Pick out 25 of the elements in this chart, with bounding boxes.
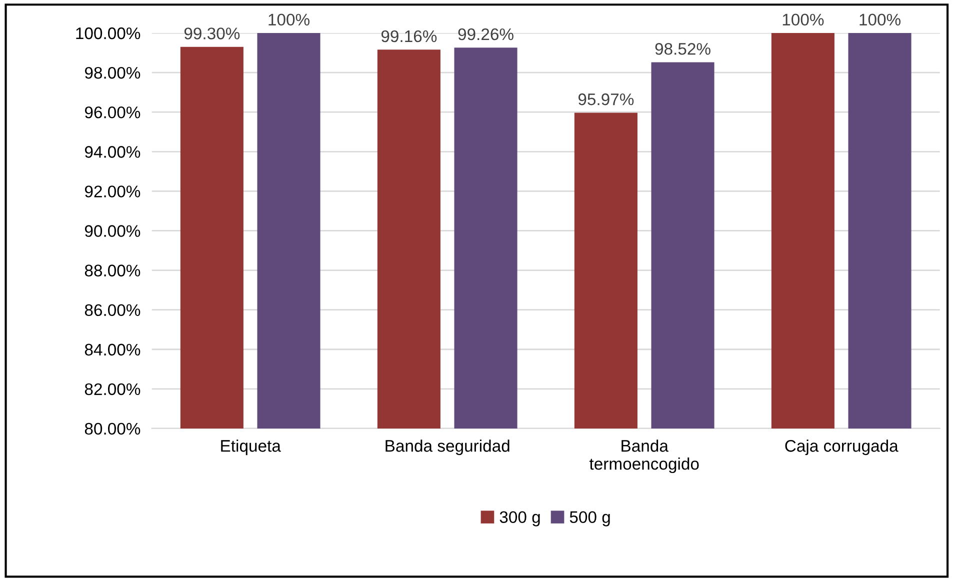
data-label: 99.26% bbox=[458, 28, 514, 40]
x-tick-label: Caja corrugada bbox=[785, 440, 898, 456]
y-tick-label: 82.00% bbox=[84, 383, 140, 396]
y-tick-label: 96.00% bbox=[84, 106, 140, 118]
data-label: 98.52% bbox=[655, 43, 710, 55]
data-label: 99.30% bbox=[184, 28, 240, 40]
y-tick-label: 84.00% bbox=[84, 344, 140, 356]
legend-label: 300 g bbox=[500, 511, 540, 526]
y-tick-label: 90.00% bbox=[84, 225, 140, 237]
x-tick-label: Banda termoencogido bbox=[589, 440, 699, 474]
data-label: 95.97% bbox=[578, 93, 634, 106]
x-tick-label: Banda seguridad bbox=[386, 440, 510, 456]
y-tick-label: 80.00% bbox=[84, 422, 140, 435]
y-tick-label: 88.00% bbox=[84, 264, 140, 276]
y-tick-label: 92.00% bbox=[84, 186, 140, 198]
y-tick-label: 100.00% bbox=[76, 27, 140, 40]
legend-label: 500 g bbox=[570, 511, 610, 526]
x-tick-label: Etiqueta bbox=[221, 440, 281, 456]
y-tick-label: 86.00% bbox=[84, 304, 140, 316]
data-label: 100% bbox=[860, 14, 900, 26]
y-tick-label: 94.00% bbox=[84, 146, 140, 158]
data-label: 99.16% bbox=[381, 30, 437, 42]
y-tick-label: 98.00% bbox=[84, 66, 140, 79]
data-label: 100% bbox=[268, 14, 310, 26]
data-label: 100% bbox=[782, 14, 824, 26]
